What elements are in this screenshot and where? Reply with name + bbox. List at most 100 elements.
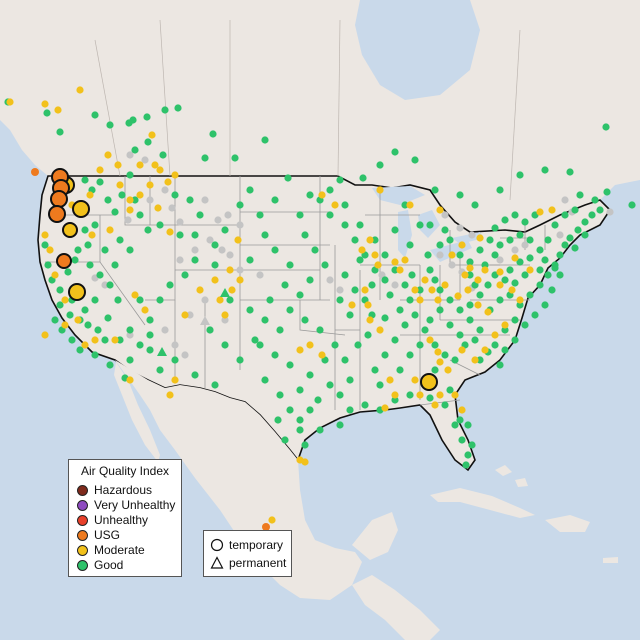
good-monitor	[396, 366, 404, 374]
no-data-monitor	[468, 231, 476, 239]
good-monitor	[341, 201, 349, 209]
good-monitor	[426, 266, 434, 274]
good-monitor	[56, 301, 64, 309]
good-monitor	[364, 331, 372, 339]
moderate-monitor	[306, 341, 314, 349]
good-monitor	[144, 226, 152, 234]
moderate-monitor	[136, 191, 144, 199]
moderate-monitor	[454, 292, 462, 300]
good-monitor	[516, 258, 524, 266]
no-data-monitor	[146, 196, 154, 204]
state-lines	[45, 176, 546, 410]
good-monitor	[484, 281, 492, 289]
good-monitors	[4, 98, 636, 469]
moderate-monitor	[141, 306, 149, 314]
good-monitor	[541, 256, 549, 264]
good-monitor	[296, 211, 304, 219]
moderate-monitor	[126, 206, 134, 214]
legend-item-temporary: temporary	[210, 537, 283, 553]
good-monitor	[544, 236, 552, 244]
good-monitor	[486, 236, 494, 244]
good-monitor	[416, 341, 424, 349]
good-monitor	[306, 191, 314, 199]
hudson-bay	[355, 0, 480, 100]
good-monitor	[451, 356, 459, 364]
permanent-monitor	[200, 316, 210, 325]
moderate-monitor	[156, 166, 164, 174]
moderate-monitor	[126, 376, 134, 384]
no-data-monitor	[256, 271, 264, 279]
no-data-monitor	[176, 218, 184, 226]
temporary-monitor-moderate	[62, 222, 78, 238]
good-monitor	[596, 206, 604, 214]
good-monitor	[271, 246, 279, 254]
moderate-monitor	[136, 161, 144, 169]
no-data-monitor	[214, 216, 222, 224]
legend-label: permanent	[229, 556, 287, 570]
moderate-monitor	[434, 348, 442, 356]
good-swatch-icon	[77, 559, 88, 571]
good-monitor	[511, 336, 519, 344]
moderate-monitor	[391, 391, 399, 399]
good-monitor	[336, 421, 344, 429]
moderate-monitor	[536, 208, 544, 216]
good-monitor	[231, 154, 239, 162]
moderate-monitor	[376, 326, 384, 334]
good-monitor	[111, 261, 119, 269]
good-monitor	[351, 286, 359, 294]
good-monitor	[116, 236, 124, 244]
good-monitor	[156, 296, 164, 304]
moderate-monitor	[461, 271, 469, 279]
legend-label: Hazardous	[94, 483, 153, 497]
temporary-monitors	[48, 168, 438, 391]
temporary-monitor-usg	[50, 190, 68, 208]
good-monitor	[131, 196, 139, 204]
moderate-monitor	[491, 331, 499, 339]
no-data-monitor	[456, 224, 464, 232]
good-monitor	[411, 156, 419, 164]
good-monitor	[531, 311, 539, 319]
good-monitor	[359, 174, 367, 182]
good-monitor	[174, 104, 182, 112]
good-monitor	[561, 241, 569, 249]
moderate-monitor	[358, 246, 366, 254]
good-monitor	[156, 221, 164, 229]
good-monitor	[336, 296, 344, 304]
good-monitor	[471, 201, 479, 209]
good-monitor	[326, 381, 334, 389]
good-monitor	[84, 241, 92, 249]
good-monitor	[368, 281, 376, 289]
good-monitor	[136, 341, 144, 349]
good-monitor	[281, 281, 289, 289]
good-monitor	[431, 186, 439, 194]
moderate-monitor	[476, 234, 484, 242]
good-monitor	[91, 351, 99, 359]
legend-item-usg: USG	[77, 528, 120, 542]
temporary-monitor-moderate	[420, 373, 438, 391]
hispaniola-land	[545, 515, 590, 532]
no-data-monitor	[161, 186, 169, 194]
good-monitor	[446, 236, 454, 244]
no-data-monitor	[201, 296, 209, 304]
good-monitor	[191, 256, 199, 264]
usg-monitor	[31, 168, 39, 176]
good-monitor	[271, 196, 279, 204]
moderate-monitor	[76, 86, 84, 94]
moderate-monitor	[548, 206, 556, 214]
good-monitor	[296, 426, 304, 434]
good-monitor	[416, 221, 424, 229]
good-monitor	[346, 311, 354, 319]
good-monitor	[104, 314, 112, 322]
circle-icon	[210, 538, 224, 552]
good-monitor	[476, 356, 484, 364]
good-monitor	[226, 296, 234, 304]
good-monitor	[471, 336, 479, 344]
moderate-monitor	[411, 376, 419, 384]
good-monitor	[406, 391, 414, 399]
moderate-monitor	[496, 281, 504, 289]
good-monitor	[436, 306, 444, 314]
moderate-monitor	[148, 131, 156, 139]
good-monitor	[296, 386, 304, 394]
good-monitor	[426, 394, 434, 402]
good-monitor	[91, 111, 99, 119]
